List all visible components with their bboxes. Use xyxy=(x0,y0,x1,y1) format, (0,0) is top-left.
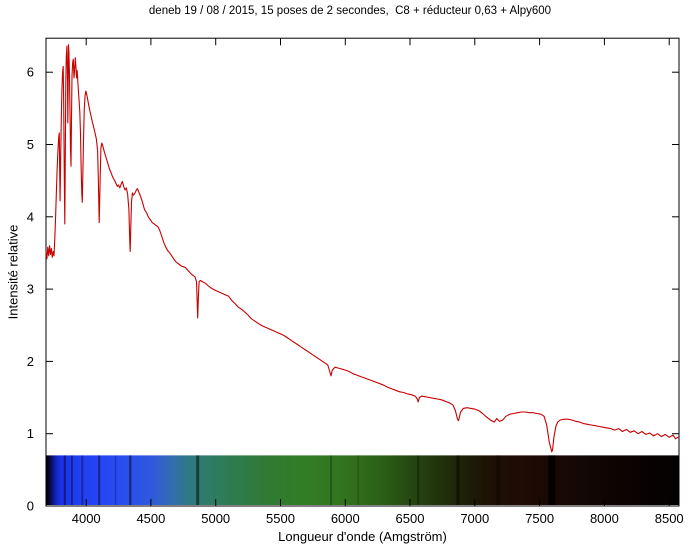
band-absorption-line xyxy=(357,455,360,505)
x-tick-label: 7500 xyxy=(525,511,554,526)
band-absorption-line xyxy=(548,455,556,505)
x-tick-label: 5000 xyxy=(201,511,230,526)
band-absorption-line xyxy=(496,455,501,505)
y-tick-label: 5 xyxy=(27,137,34,152)
band-absorption-line xyxy=(63,455,66,505)
y-tick-label: 4 xyxy=(27,209,34,224)
x-tick-label: 4000 xyxy=(72,511,101,526)
spectrum-colorband xyxy=(46,455,679,505)
band-absorption-line xyxy=(98,455,101,505)
band-absorption-line xyxy=(70,455,73,505)
x-tick-label: 6000 xyxy=(331,511,360,526)
band-absorption-line xyxy=(330,455,332,505)
x-axis-label: Longueur d'onde (Amgström) xyxy=(278,529,447,544)
band-absorption-line xyxy=(114,455,117,505)
y-tick-label: 2 xyxy=(27,354,34,369)
y-tick-label: 0 xyxy=(27,499,34,514)
x-tick-label: 6500 xyxy=(396,511,425,526)
x-tick-label: 8500 xyxy=(655,511,684,526)
y-tick-label: 1 xyxy=(27,426,34,441)
x-tick-label: 4500 xyxy=(136,511,165,526)
band-absorption-line xyxy=(81,455,84,505)
y-tick-label: 3 xyxy=(27,282,34,297)
band-absorption-line xyxy=(129,455,132,505)
chart-title: deneb 19 / 08 / 2015, 15 poses de 2 seco… xyxy=(148,5,552,17)
x-tick-label: 5500 xyxy=(266,511,295,526)
spectrum-curve xyxy=(45,44,680,453)
y-axis-label: Intensité relative xyxy=(5,224,21,320)
band-absorption-line xyxy=(417,455,420,505)
x-tick-label: 7000 xyxy=(460,511,489,526)
y-tick-label: 6 xyxy=(27,65,34,80)
plot-border xyxy=(45,37,680,507)
x-tick-label: 8000 xyxy=(590,511,619,526)
band-absorption-line xyxy=(196,455,200,505)
band-absorption-line xyxy=(456,455,460,505)
